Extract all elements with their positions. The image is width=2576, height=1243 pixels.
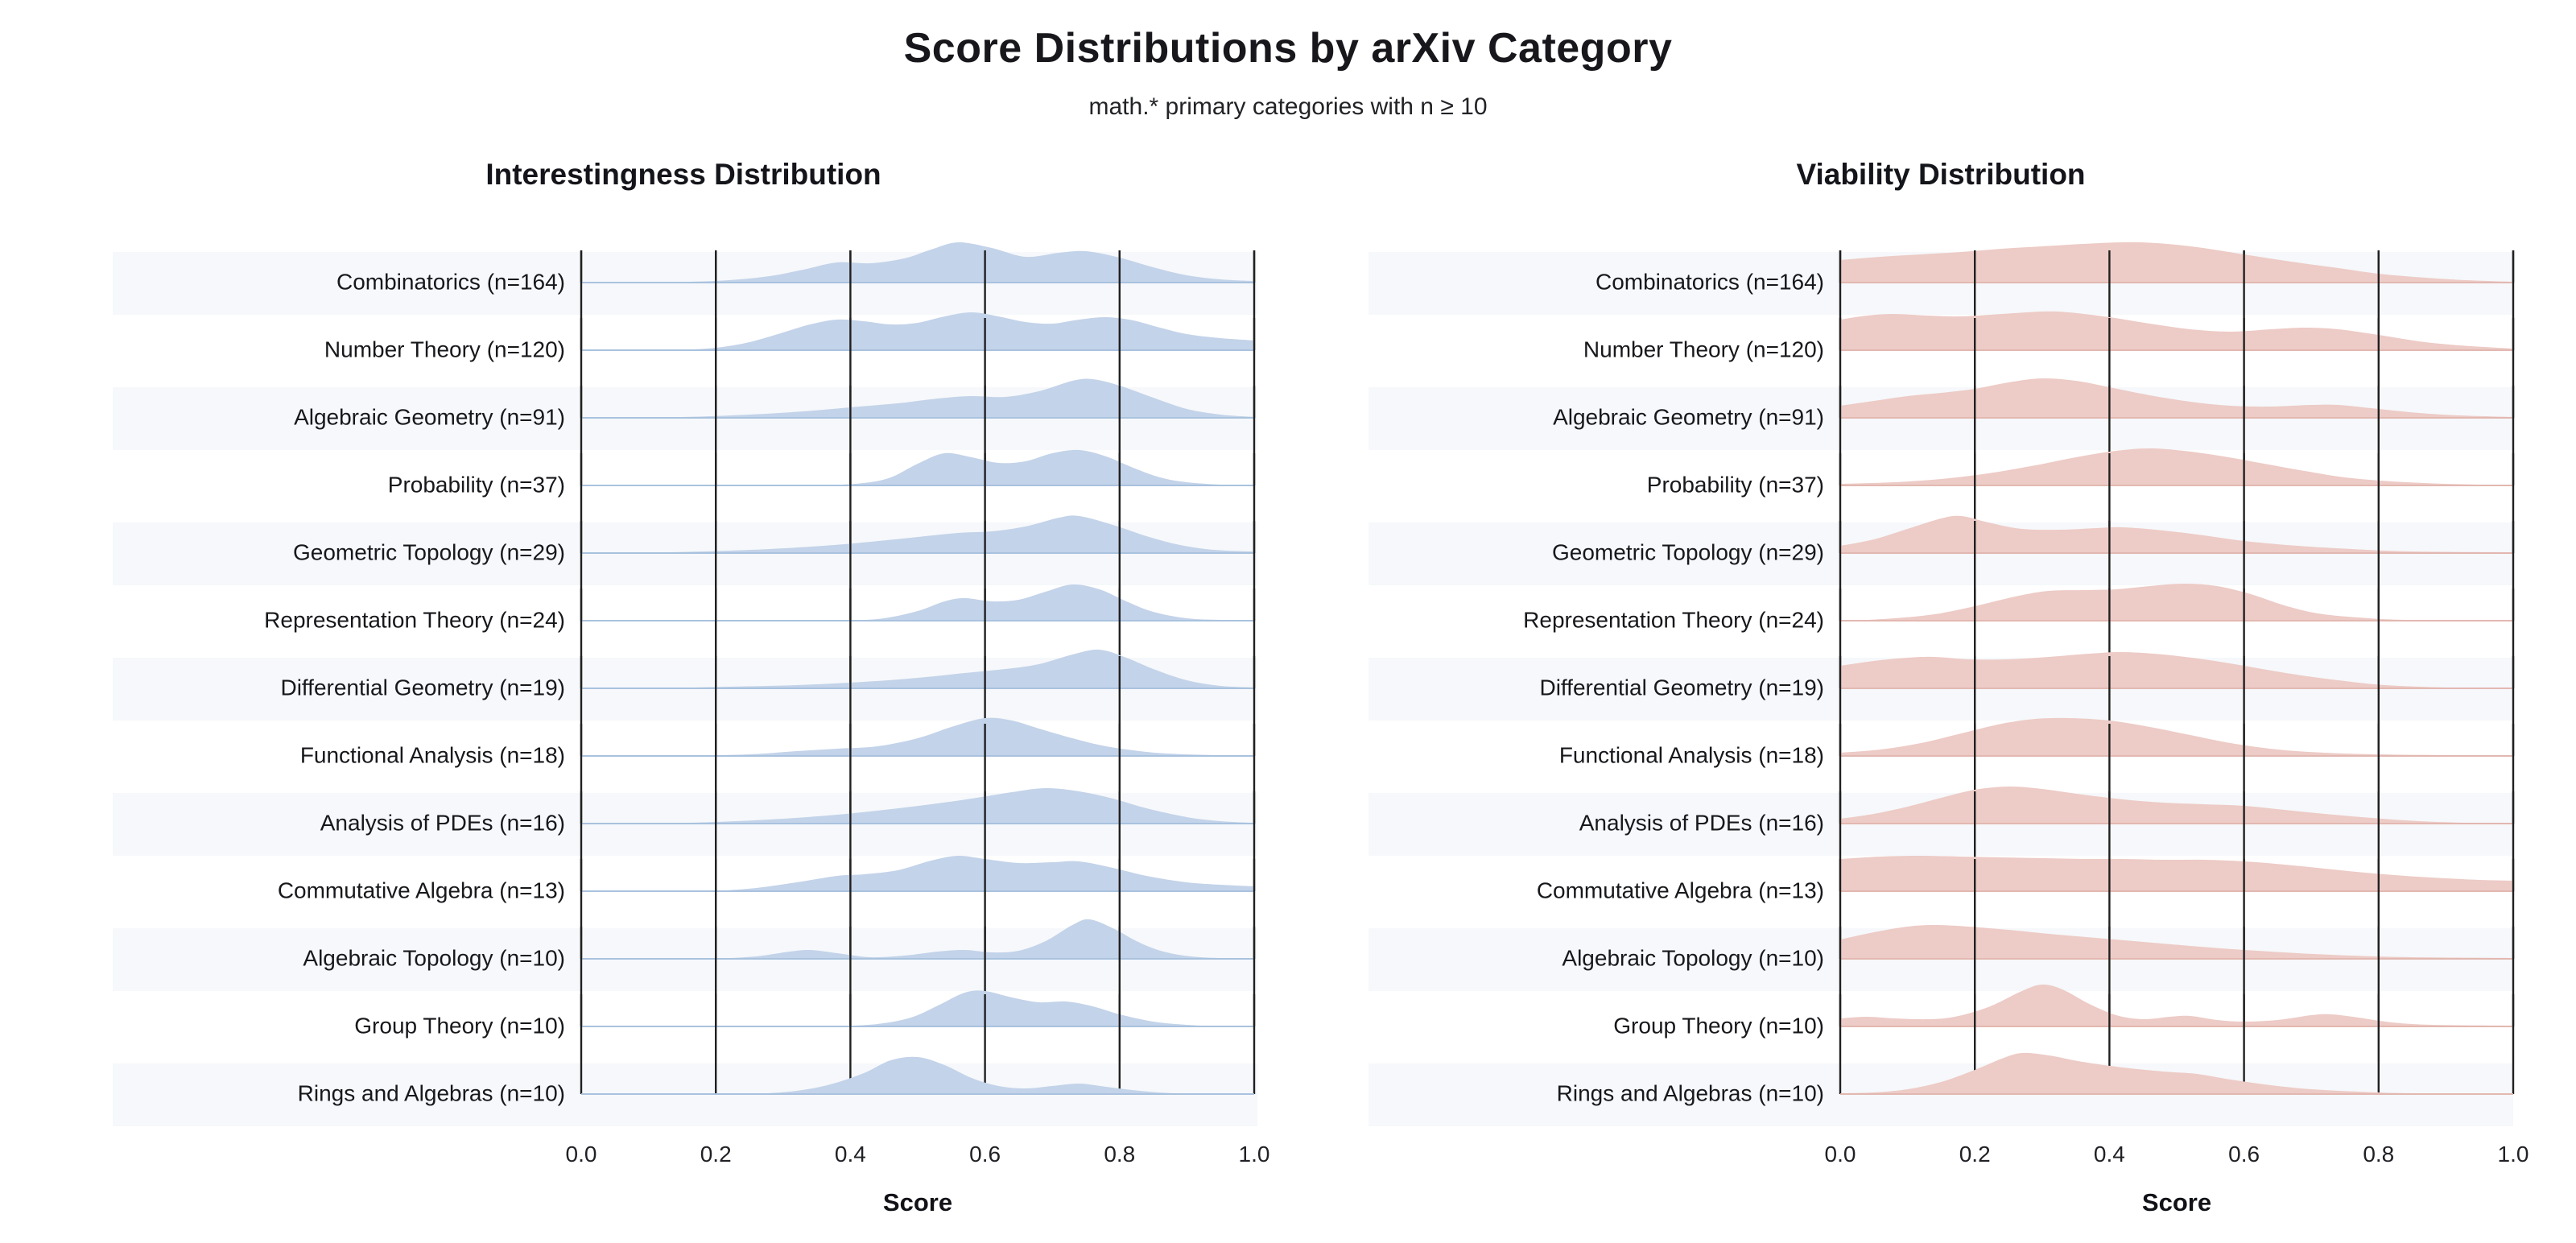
row-label: Number Theory (n=120) bbox=[324, 337, 565, 362]
row-label: Algebraic Topology (n=10) bbox=[1562, 945, 1824, 971]
density-curve bbox=[634, 242, 1254, 283]
row-label: Group Theory (n=10) bbox=[1613, 1013, 1824, 1039]
density-curve bbox=[1840, 448, 2513, 485]
density-curve bbox=[1840, 856, 2513, 891]
density-curve bbox=[1840, 515, 2513, 553]
panel-title-interestingness: Interestingness Distribution bbox=[485, 158, 881, 191]
density-curve bbox=[614, 378, 1254, 418]
density-curve bbox=[1840, 786, 2513, 824]
x-tick-label: 1.0 bbox=[1238, 1142, 1270, 1167]
density-curve bbox=[1840, 1052, 2513, 1094]
x-tick-label: 0.6 bbox=[969, 1142, 1001, 1167]
x-tick-label: 0.8 bbox=[2363, 1142, 2395, 1167]
row-label: Commutative Algebra (n=13) bbox=[277, 878, 565, 903]
density-curve bbox=[1840, 651, 2513, 688]
row-label: Rings and Algebras (n=10) bbox=[297, 1080, 565, 1106]
density-curve bbox=[850, 584, 1254, 621]
row-label: Probability (n=37) bbox=[1646, 472, 1824, 498]
x-axis-label: Score bbox=[2141, 1188, 2212, 1216]
row-label: Representation Theory (n=24) bbox=[1523, 607, 1824, 633]
x-tick-label: 0.2 bbox=[700, 1142, 732, 1167]
row-label: Geometric Topology (n=29) bbox=[1552, 539, 1824, 565]
panel-title-viability: Viability Distribution bbox=[1796, 158, 2086, 191]
density-curve bbox=[824, 449, 1254, 485]
page-subtitle: math.* primary categories with n ≥ 10 bbox=[1088, 93, 1488, 120]
row-label: Geometric Topology (n=29) bbox=[293, 539, 565, 565]
row-label: Combinatorics (n=164) bbox=[336, 269, 565, 295]
x-axis-label: Score bbox=[882, 1188, 953, 1216]
row-label: Functional Analysis (n=18) bbox=[1558, 742, 1824, 768]
x-tick-label: 0.4 bbox=[834, 1142, 866, 1167]
row-label: Algebraic Topology (n=10) bbox=[303, 945, 565, 971]
x-tick-label: 0.2 bbox=[1959, 1142, 1991, 1167]
density-curve bbox=[682, 717, 1254, 756]
density-curve bbox=[1840, 984, 2513, 1026]
density-curve bbox=[836, 990, 1221, 1026]
row-label: Algebraic Geometry (n=91) bbox=[294, 404, 565, 430]
row-label: Combinatorics (n=164) bbox=[1595, 269, 1824, 295]
density-curve bbox=[1840, 378, 2513, 418]
row-label: Representation Theory (n=24) bbox=[264, 607, 565, 633]
row-label: Differential Geometry (n=19) bbox=[280, 675, 565, 700]
ridgeline-chart bbox=[1839, 242, 2515, 1095]
density-curve bbox=[1853, 584, 2513, 621]
row-label: Algebraic Geometry (n=91) bbox=[1553, 404, 1824, 430]
x-tick-label: 0.8 bbox=[1104, 1142, 1136, 1167]
ridgeline-chart bbox=[580, 242, 1256, 1095]
row-label: Rings and Algebras (n=10) bbox=[1556, 1080, 1824, 1106]
x-tick-label: 0.0 bbox=[1824, 1142, 1856, 1167]
density-curve bbox=[756, 1056, 1221, 1094]
row-label: Group Theory (n=10) bbox=[354, 1013, 565, 1039]
density-curve bbox=[634, 515, 1254, 553]
row-label: Number Theory (n=120) bbox=[1583, 337, 1824, 362]
page-title: Score Distributions by arXiv Category bbox=[903, 25, 1673, 72]
density-curve bbox=[1840, 311, 2513, 350]
row-label: Analysis of PDEs (n=16) bbox=[320, 810, 565, 836]
density-curve bbox=[648, 649, 1254, 688]
density-curve bbox=[1840, 717, 2513, 756]
row-label: Probability (n=37) bbox=[387, 472, 565, 498]
density-curve bbox=[648, 787, 1254, 824]
density-curve bbox=[675, 312, 1254, 350]
density-curve bbox=[1840, 925, 2513, 959]
row-label: Differential Geometry (n=19) bbox=[1539, 675, 1824, 700]
x-tick-label: 1.0 bbox=[2497, 1142, 2529, 1167]
x-tick-label: 0.6 bbox=[2228, 1142, 2260, 1167]
row-label: Analysis of PDEs (n=16) bbox=[1579, 810, 1824, 836]
x-tick-label: 0.4 bbox=[2093, 1142, 2125, 1167]
x-tick-label: 0.0 bbox=[565, 1142, 597, 1167]
row-label: Functional Analysis (n=18) bbox=[299, 742, 565, 768]
row-label: Commutative Algebra (n=13) bbox=[1536, 878, 1824, 903]
density-curve bbox=[1840, 242, 2513, 283]
